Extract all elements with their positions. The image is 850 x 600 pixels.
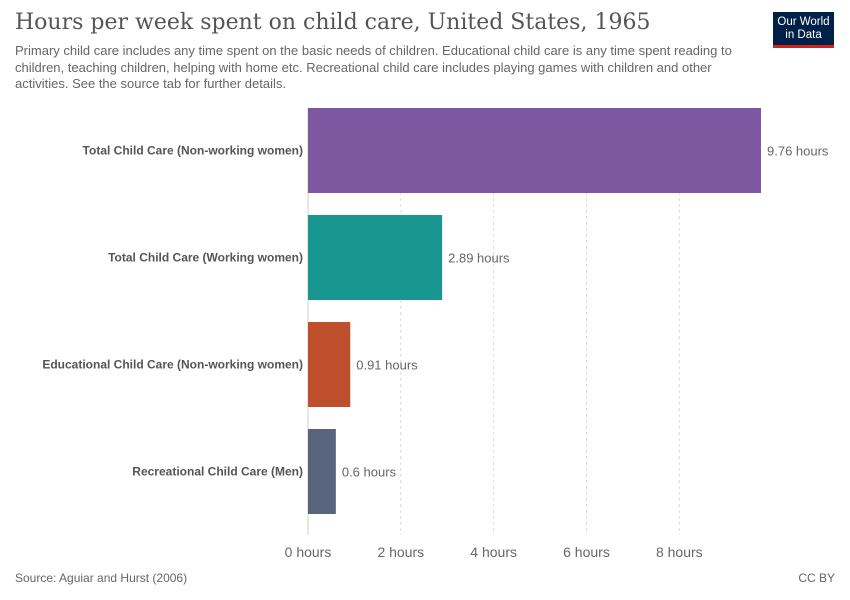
source-note[interactable]: Source: Aguiar and Hurst (2006) [15, 571, 188, 585]
logo-line-1: Our World [777, 16, 830, 28]
value-label: 0.6 hours [342, 465, 397, 480]
chart-title: Hours per week spent on child care, Unit… [15, 10, 651, 35]
bar [308, 215, 443, 300]
value-label: 0.91 hours [356, 358, 418, 373]
category-label: Recreational Child Care (Men) [132, 465, 303, 479]
logo-line-2: in Data [785, 29, 822, 41]
chart-subtitle: Primary child care includes any time spe… [15, 43, 732, 91]
category-label: Total Child Care (Non-working women) [83, 144, 303, 158]
bar [308, 322, 351, 407]
x-tick-label: 6 hours [563, 544, 610, 560]
category-label: Total Child Care (Working women) [108, 251, 303, 265]
x-tick-label: 2 hours [377, 544, 424, 560]
x-tick-label: 0 hours [285, 544, 332, 560]
category-label: Educational Child Care (Non-working wome… [42, 358, 303, 372]
owid-logo[interactable]: Our World in Data [773, 12, 834, 48]
value-label: 9.76 hours [767, 144, 829, 159]
bar [308, 108, 761, 193]
x-tick-label: 8 hours [656, 544, 703, 560]
value-label: 2.89 hours [448, 251, 510, 266]
logo-accent-bar [773, 45, 834, 48]
bar [308, 429, 336, 514]
x-tick-label: 4 hours [470, 544, 517, 560]
license-note[interactable]: CC BY [798, 571, 835, 585]
